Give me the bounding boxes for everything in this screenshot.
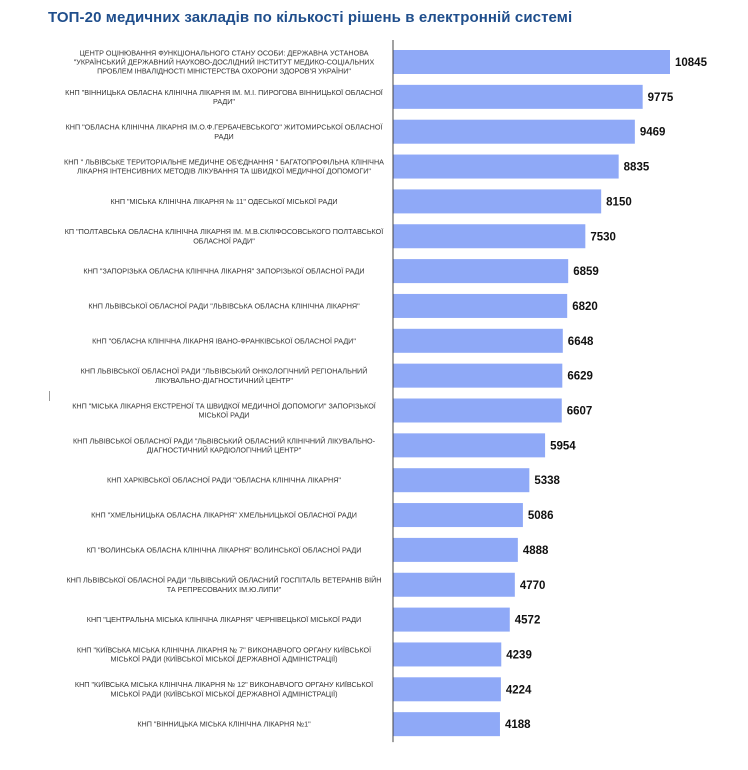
category-label-line: КНП ЛЬВІВСЬКОЇ ОБЛАСНОЇ РАДИ "ЛЬВІВСЬКА …	[88, 301, 360, 310]
category-label-line: ЛІКУВАЛЬНО-ДІАГНОСТИЧНИЙ ЦЕНТР"	[155, 376, 293, 385]
value-label-8: 6820	[572, 301, 598, 313]
bar-15	[393, 537, 518, 562]
bar-17	[393, 607, 510, 632]
value-label-18: 4239	[506, 649, 532, 661]
category-label-14: КНП "ХМЕЛЬНИЦЬКА ОБЛАСНА ЛІКАРНЯ" ХМЕЛЬН…	[91, 511, 357, 520]
bar-18	[393, 642, 502, 667]
bar-7	[393, 259, 569, 284]
category-label-line: ОБЛАСНОЇ РАДИ"	[193, 236, 255, 245]
category-label-line: КНП "КИЇВСЬКА МІСЬКА КЛІНІЧНА ЛІКАРНЯ № …	[77, 645, 371, 654]
value-label-1: 10845	[675, 57, 708, 69]
value-label-9: 6648	[568, 336, 594, 348]
category-label-20: КНП "ВІННИЦЬКА МІСЬКА КЛІНІЧНА ЛІКАРНЯ №…	[137, 720, 311, 729]
category-label-line: ЦЕНТР ОЦІНЮВАННЯ ФУНКЦІОНАЛЬНОГО СТАНУ О…	[79, 48, 368, 57]
bar-6	[393, 224, 586, 249]
bar-5	[393, 189, 602, 214]
value-label-6: 7530	[590, 231, 616, 243]
category-label-12: КНП ЛЬВІВСЬКОЇ ОБЛАСНОЇ РАДИ "ЛЬВІВСЬКИЙ…	[73, 436, 376, 454]
category-label-line: КНП ЛЬВІВСЬКОЇ ОБЛАСНОЇ РАДИ "ЛЬВІВСЬКИЙ…	[66, 576, 381, 585]
category-label-line: МІСЬКОЇ РАДИ (КИЇВСЬКОЇ МІСЬКОЇ ДЕРЖАВНО…	[110, 655, 337, 664]
bar-12	[393, 433, 546, 458]
category-label-line: ЛІКАРНЯ ІНТЕНСИВНИХ МЕТОДІВ ЛІКУВАННЯ ТА…	[77, 167, 371, 176]
value-label-4: 8835	[624, 162, 650, 174]
value-label-19: 4224	[506, 684, 532, 696]
category-label-3: КНП "ОБЛАСНА КЛІНІЧНА ЛІКАРНЯ ІМ.О.Ф.ГЕР…	[66, 123, 383, 141]
category-label-line: РАДИ	[214, 132, 233, 141]
category-label-11: КНП "МІСЬКА ЛІКАРНЯ ЕКСТРЕНОЇ ТА ШВИДКОЇ…	[72, 401, 376, 419]
value-labels-layer: 10845 9775 9469 8835 8150 7530 6859 6820 6648 662…	[505, 57, 708, 731]
category-label-2: КНП "ВІННИЦЬКА ОБЛАСНА КЛІНІЧНА ЛІКАРНЯ …	[65, 88, 383, 106]
category-label-18: КНП "КИЇВСЬКА МІСЬКА КЛІНІЧНА ЛІКАРНЯ № …	[77, 645, 371, 663]
category-label-line: КНП "МІСЬКА ЛІКАРНЯ ЕКСТРЕНОЇ ТА ШВИДКОЇ…	[72, 401, 376, 410]
value-label-14: 5086	[528, 510, 554, 522]
category-label-line: ПРОБЛЕМ ІНВАЛІДНОСТІ МІНІСТЕРСТВА ОХОРОН…	[97, 67, 351, 76]
bar-10	[393, 363, 563, 388]
value-label-20: 4188	[505, 719, 531, 731]
value-label-12: 5954	[550, 440, 576, 452]
value-label-5: 8150	[606, 196, 632, 208]
value-label-16: 4770	[520, 580, 546, 592]
category-label-line: КНП "ХМЕЛЬНИЦЬКА ОБЛАСНА ЛІКАРНЯ" ХМЕЛЬН…	[91, 511, 357, 520]
bar-20	[393, 712, 500, 737]
category-label-5: КНП "МІСЬКА КЛІНІЧНА ЛІКАРНЯ № 11" ОДЕСЬ…	[110, 197, 337, 206]
category-label-4: КНП " ЛЬВІВСЬКЕ ТЕРИТОРІАЛЬНЕ МЕДИЧНЕ ОБ…	[64, 157, 384, 175]
category-label-line: "УКРАЇНСЬКИЙ ДЕРЖАВНИЙ НАУКОВО-ДОСЛІДНИЙ…	[74, 58, 375, 67]
category-label-line: КНП "ЗАПОРІЗЬКА ОБЛАСНА КЛІНІЧНА ЛІКАРНЯ…	[83, 267, 364, 276]
category-label-1: ЦЕНТР ОЦІНЮВАННЯ ФУНКЦІОНАЛЬНОГО СТАНУ О…	[74, 48, 375, 75]
value-label-17: 4572	[515, 615, 541, 627]
category-label-6: КП "ПОЛТАВСЬКА ОБЛАСНА КЛІНІЧНА ЛІКАРНЯ …	[65, 227, 384, 245]
category-label-16: КНП ЛЬВІВСЬКОЇ ОБЛАСНОЇ РАДИ "ЛЬВІВСЬКИЙ…	[66, 576, 381, 594]
category-label-line: КНП ЛЬВІВСЬКОЇ ОБЛАСНОЇ РАДИ "ЛЬВІВСЬКИЙ…	[73, 436, 376, 445]
value-label-11: 6607	[567, 406, 593, 418]
category-label-line: КНП ХАРКІВСЬКОЇ ОБЛАСНОЇ РАДИ "ОБЛАСНА К…	[107, 476, 341, 485]
bar-4	[393, 154, 619, 179]
category-label-13: КНП ХАРКІВСЬКОЇ ОБЛАСНОЇ РАДИ "ОБЛАСНА К…	[107, 476, 341, 485]
value-label-7: 6859	[573, 266, 599, 278]
category-label-9: КНП "ОБЛАСНА КЛІНІЧНА ЛІКАРНЯ ІВАНО-ФРАН…	[92, 336, 356, 345]
value-label-13: 5338	[534, 475, 560, 487]
bar-3	[393, 119, 635, 144]
category-label-line: ДІАГНОСТИЧНИЙ КАРДІОЛОГІЧНИЙ ЦЕНТР"	[147, 445, 302, 454]
category-label-line: КНП ЛЬВІВСЬКОЇ ОБЛАСНОЇ РАДИ "ЛЬВІВСЬКИЙ…	[81, 367, 368, 376]
category-label-line: КНП "ОБЛАСНА КЛІНІЧНА ЛІКАРНЯ ІМ.О.Ф.ГЕР…	[66, 123, 383, 132]
category-label-line: МІСЬКОЇ РАДИ	[199, 411, 250, 420]
value-label-10: 6629	[567, 371, 593, 383]
value-label-15: 4888	[523, 545, 549, 557]
category-label-17: КНП "ЦЕНТРАЛЬНА МІСЬКА КЛІНІЧНА ЛІКАРНЯ"…	[87, 615, 361, 624]
category-label-line: ТА РЕПРЕСОВАНИХ ІМ.Ю.ЛИПИ"	[167, 585, 282, 594]
bar-11	[393, 398, 562, 423]
category-labels-layer: ЦЕНТР ОЦІНЮВАННЯ ФУНКЦІОНАЛЬНОГО СТАНУ О…	[64, 48, 384, 728]
value-label-3: 9469	[640, 127, 666, 139]
category-label-line: КП "ПОЛТАВСЬКА ОБЛАСНА КЛІНІЧНА ЛІКАРНЯ …	[65, 227, 384, 236]
category-label-line: МІСЬКОЇ РАДИ (КИЇВСЬКОЇ МІСЬКОЇ ДЕРЖАВНО…	[110, 689, 337, 698]
bar-1	[393, 50, 670, 74]
category-label-line: КНП "ВІННИЦЬКА МІСЬКА КЛІНІЧНА ЛІКАРНЯ №…	[137, 720, 311, 729]
category-label-line: КНП " ЛЬВІВСЬКЕ ТЕРИТОРІАЛЬНЕ МЕДИЧНЕ ОБ…	[64, 157, 384, 166]
category-label-line: КНП "МІСЬКА КЛІНІЧНА ЛІКАРНЯ № 11" ОДЕСЬ…	[110, 197, 337, 206]
category-label-8: КНП ЛЬВІВСЬКОЇ ОБЛАСНОЇ РАДИ "ЛЬВІВСЬКА …	[88, 301, 360, 310]
category-label-7: КНП "ЗАПОРІЗЬКА ОБЛАСНА КЛІНІЧНА ЛІКАРНЯ…	[83, 267, 364, 276]
category-label-10: КНП ЛЬВІВСЬКОЇ ОБЛАСНОЇ РАДИ "ЛЬВІВСЬКИЙ…	[81, 367, 368, 385]
category-label-19: КНП "КИЇВСЬКА МІСЬКА КЛІНІЧНА ЛІКАРНЯ № …	[75, 680, 373, 698]
bar-19	[393, 677, 501, 702]
value-label-2: 9775	[648, 92, 674, 104]
category-label-line: КП "ВОЛИНСЬКА ОБЛАСНА КЛІНІЧНА ЛІКАРНЯ" …	[87, 545, 362, 554]
bar-9	[393, 328, 563, 353]
stray-tick-mark	[49, 391, 50, 401]
category-label-line: РАДИ"	[213, 97, 235, 106]
chart-title: ТОП-20 медичних закладів по кількості рі…	[48, 9, 573, 26]
bar-14	[393, 503, 523, 528]
bars-layer	[393, 50, 670, 737]
category-label-line: КНП "ЦЕНТРАЛЬНА МІСЬКА КЛІНІЧНА ЛІКАРНЯ"…	[87, 615, 361, 624]
category-label-15: КП "ВОЛИНСЬКА ОБЛАСНА КЛІНІЧНА ЛІКАРНЯ" …	[87, 545, 362, 554]
category-label-line: КНП "ВІННИЦЬКА ОБЛАСНА КЛІНІЧНА ЛІКАРНЯ …	[65, 88, 383, 97]
bar-2	[393, 84, 643, 109]
bar-8	[393, 293, 568, 318]
bar-13	[393, 468, 530, 493]
category-label-line: КНП "КИЇВСЬКА МІСЬКА КЛІНІЧНА ЛІКАРНЯ № …	[75, 680, 373, 689]
category-label-line: КНП "ОБЛАСНА КЛІНІЧНА ЛІКАРНЯ ІВАНО-ФРАН…	[92, 336, 356, 345]
bar-16	[393, 572, 515, 597]
